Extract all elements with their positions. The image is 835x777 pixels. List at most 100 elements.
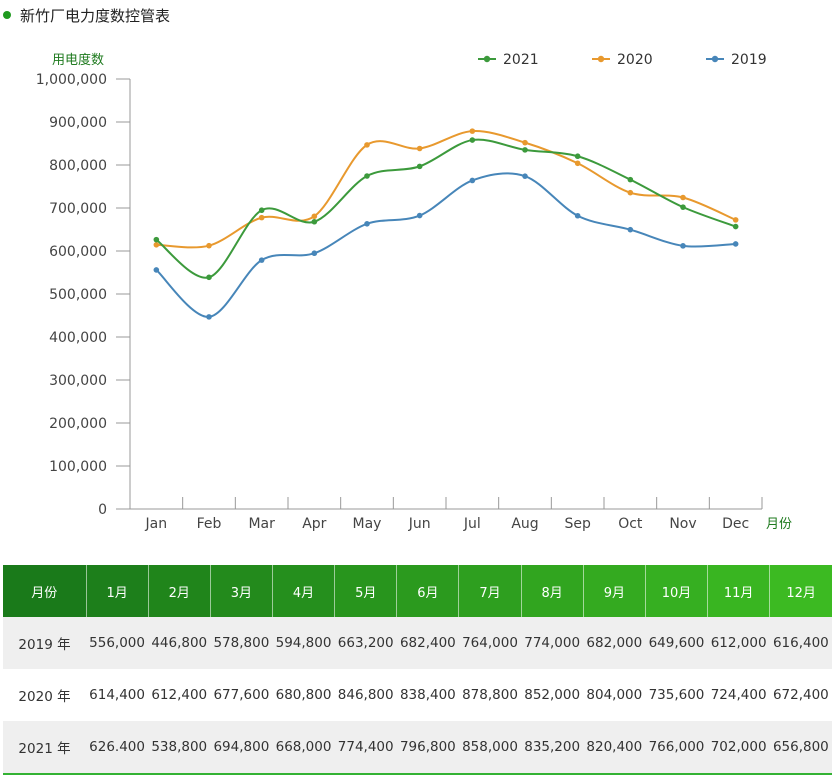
table-cell: 764,000 bbox=[458, 617, 522, 669]
table-cell: 835,200 bbox=[521, 721, 584, 775]
x-tick-label: Oct bbox=[618, 516, 643, 532]
data-point-2019-Jul bbox=[469, 177, 476, 184]
legend-label-2021: 2021 bbox=[503, 52, 539, 68]
header-month-10: 10月 bbox=[645, 565, 709, 617]
usage-table: 月份 1月 2月 3月 4月 5月 6月 7月 8月 9月 10月 11月 12月 2019 年 556,… bbox=[3, 565, 832, 775]
table-cell: 612,400 bbox=[151, 687, 208, 703]
data-point-2021-Dec bbox=[732, 223, 739, 230]
data-point-2021-Nov bbox=[680, 204, 686, 210]
data-point-2020-Aug bbox=[522, 139, 528, 146]
table-cell: 858,000 bbox=[458, 721, 522, 775]
table-cell: 578,800 bbox=[210, 617, 273, 669]
table-cell: 838,400 bbox=[399, 687, 456, 703]
data-point-2020-Jan bbox=[153, 242, 160, 248]
y-tick-label: 500,000 bbox=[49, 287, 107, 303]
table-row: 2020 年 614,400 612,400 677,600 680,800 846,80… bbox=[3, 669, 832, 721]
data-point-2020-Dec bbox=[732, 217, 739, 223]
header-month-6: 6月 bbox=[396, 565, 460, 617]
y-tick-label: 1,000,000 bbox=[36, 72, 107, 88]
table-cell: 682,000 bbox=[583, 617, 646, 669]
x-tick-label: Aug bbox=[511, 516, 538, 532]
table-cell: 774,400 bbox=[334, 721, 397, 775]
data-point-2021-Jul bbox=[469, 137, 476, 143]
data-point-2020-Feb bbox=[206, 242, 212, 249]
table-cell: 804,000 bbox=[586, 687, 643, 703]
table-cell: 612,000 bbox=[707, 617, 770, 669]
table-cell: 852,000 bbox=[524, 687, 581, 703]
data-point-2019-Oct bbox=[627, 226, 634, 233]
data-point-2020-Oct bbox=[627, 189, 634, 196]
data-point-2020-Nov bbox=[680, 194, 686, 201]
header-month-label: 月份 bbox=[3, 565, 87, 617]
x-tick-label: Dec bbox=[722, 516, 749, 532]
header-month-2: 2月 bbox=[148, 565, 211, 617]
x-tick-label: Apr bbox=[302, 516, 326, 532]
data-point-2019-Mar bbox=[258, 257, 265, 263]
x-tick-label: Jun bbox=[408, 516, 431, 532]
data-point-2021-Mar bbox=[258, 207, 265, 214]
header-month-5: 5月 bbox=[334, 565, 398, 617]
y-tick-label: 600,000 bbox=[49, 244, 107, 260]
table-cell: 774,000 bbox=[521, 617, 584, 669]
table-row: 2021 年 626.400 538,800 694,800 668,000 774,40… bbox=[3, 721, 832, 775]
table-row: 2019 年 556,000 446,800 578,800 594,800 663,20… bbox=[3, 617, 832, 669]
data-point-2020-May bbox=[364, 142, 370, 148]
header-month-4: 4月 bbox=[272, 565, 336, 617]
table-cell: 649,600 bbox=[645, 617, 708, 669]
x-tick-label: Jul bbox=[463, 516, 481, 532]
header-month-8: 8月 bbox=[521, 565, 584, 617]
x-tick-label: Mar bbox=[248, 516, 275, 532]
table-cell: 446,800 bbox=[148, 617, 211, 669]
data-point-2020-Apr bbox=[311, 213, 318, 220]
data-point-2021-Jun bbox=[416, 163, 423, 170]
y-tick-label: 700,000 bbox=[49, 201, 107, 217]
table-cell: 668,000 bbox=[272, 721, 335, 775]
data-point-2021-Apr bbox=[311, 218, 318, 225]
page-title-row: 新竹厂电力度数控管表 bbox=[3, 5, 170, 25]
row-year-label: 2020 年 bbox=[18, 689, 71, 705]
data-point-2021-Feb bbox=[206, 274, 212, 281]
table-cell: 796,800 bbox=[396, 721, 459, 775]
table-cell: 677,600 bbox=[213, 687, 270, 703]
table-cell: 878,800 bbox=[462, 687, 518, 703]
y-tick-label: 900,000 bbox=[49, 115, 107, 131]
legend-marker-2020 bbox=[597, 55, 605, 63]
x-tick-label: Jan bbox=[145, 516, 168, 532]
data-point-2019-Apr bbox=[311, 250, 318, 257]
y-tick-label: 0 bbox=[98, 502, 107, 518]
usage-table-container: 月份 1月 2月 3月 4月 5月 6月 7月 8月 9月 10月 11月 12月 2019 年 556,… bbox=[3, 565, 832, 775]
y-tick-label: 800,000 bbox=[49, 158, 107, 174]
table-cell: 702,000 bbox=[707, 721, 770, 775]
table-cell: 680,800 bbox=[275, 687, 332, 703]
table-cell: 682,400 bbox=[396, 617, 459, 669]
header-month-12: 12月 bbox=[769, 565, 832, 617]
y-tick-label: 300,000 bbox=[49, 373, 107, 389]
legend-marker-2021 bbox=[483, 55, 491, 63]
header-month-11: 11月 bbox=[707, 565, 771, 617]
header-month-7: 7月 bbox=[458, 565, 522, 617]
x-tick-label: Sep bbox=[564, 516, 591, 532]
row-year-label: 2021 年 bbox=[3, 721, 86, 775]
table-cell: 663,200 bbox=[334, 617, 397, 669]
table-cell: 735,600 bbox=[648, 687, 705, 703]
table-cell: 694,800 bbox=[210, 721, 273, 775]
data-point-2019-Nov bbox=[680, 243, 686, 249]
series-line-2021 bbox=[155, 138, 737, 279]
data-point-2019-Sep bbox=[574, 212, 581, 219]
data-point-2021-Oct bbox=[627, 176, 634, 183]
table-cell: 538,800 bbox=[148, 721, 211, 775]
table-header-row: 月份 1月 2月 3月 4月 5月 6月 7月 8月 9月 10月 11月 12月 bbox=[3, 565, 832, 617]
data-point-2019-Dec bbox=[732, 241, 739, 247]
legend-label-2019: 2019 bbox=[731, 52, 767, 68]
legend-label-2020: 2020 bbox=[617, 52, 653, 68]
header-month-9: 9月 bbox=[583, 565, 646, 617]
table-cell: 766,000 bbox=[645, 721, 708, 775]
x-tick-label: Feb bbox=[197, 516, 222, 532]
title-bullet-icon bbox=[3, 11, 11, 19]
y-tick-label: 400,000 bbox=[49, 330, 107, 346]
table-cell: 672,400 bbox=[772, 687, 829, 703]
y-tick-label: 100,000 bbox=[49, 459, 107, 475]
legend-marker-2019 bbox=[711, 55, 719, 63]
table-cell: 846,800 bbox=[337, 687, 394, 703]
header-month-3: 3月 bbox=[210, 565, 273, 617]
